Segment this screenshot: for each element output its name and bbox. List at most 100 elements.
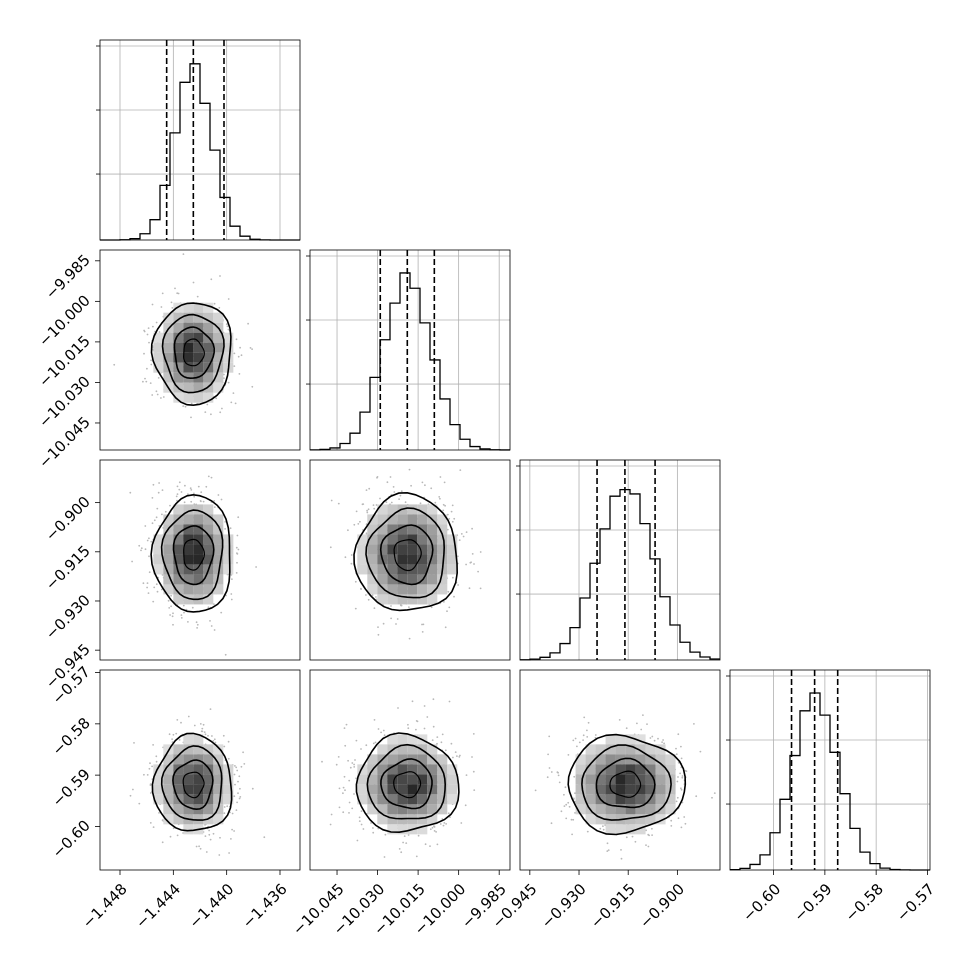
sample-point xyxy=(407,723,409,726)
density-cell xyxy=(387,554,398,565)
density-cell xyxy=(447,554,458,565)
density-cell xyxy=(153,342,164,353)
density-cell xyxy=(595,804,606,815)
sample-point xyxy=(390,501,393,504)
sample-point xyxy=(410,484,412,487)
sample-point xyxy=(383,856,386,858)
density-cell xyxy=(367,544,378,555)
density-cell xyxy=(417,764,428,775)
density-cell xyxy=(203,544,214,555)
sample-point xyxy=(419,502,422,505)
sample-point xyxy=(548,735,551,738)
density-cell xyxy=(213,794,224,805)
sample-point xyxy=(433,830,436,832)
sample-point xyxy=(572,739,575,742)
sample-point xyxy=(145,380,148,383)
density-panel-3-2 xyxy=(519,669,721,871)
sample-point xyxy=(338,787,341,790)
density-panel-1-0 xyxy=(99,249,301,451)
sample-point xyxy=(330,813,333,816)
sample-point xyxy=(155,516,158,519)
density-cell xyxy=(417,534,428,545)
density-cell xyxy=(407,554,418,565)
density-cell xyxy=(417,544,428,555)
sample-point xyxy=(386,481,389,484)
sample-point xyxy=(230,593,233,595)
sample-point xyxy=(459,469,462,471)
density-cell xyxy=(437,584,448,595)
density-cell xyxy=(203,514,214,525)
sample-point xyxy=(436,843,439,846)
density-cell xyxy=(183,352,194,363)
density-cell xyxy=(357,564,368,575)
density-cell xyxy=(427,564,438,575)
sample-point xyxy=(472,733,475,735)
sample-point xyxy=(168,733,171,736)
density-panel-2-0 xyxy=(99,459,301,661)
density-cell xyxy=(153,362,164,373)
sample-point xyxy=(456,555,459,558)
sample-point xyxy=(567,754,570,756)
sample-point xyxy=(199,847,202,850)
sample-point xyxy=(342,786,345,789)
sample-point xyxy=(157,491,160,494)
sample-point xyxy=(390,617,392,620)
sample-point xyxy=(201,727,204,730)
density-cell xyxy=(163,342,174,353)
histogram-steps xyxy=(520,489,720,661)
density-cell xyxy=(447,544,458,555)
sample-point xyxy=(238,797,241,800)
sample-point xyxy=(347,759,349,762)
density-cell xyxy=(213,382,224,393)
sample-point xyxy=(227,381,230,384)
density-cell xyxy=(183,332,194,343)
sample-point xyxy=(129,794,132,797)
sample-point xyxy=(670,825,673,827)
sample-point xyxy=(338,806,341,809)
x-tick-label-2-3: −0.900 xyxy=(636,880,688,932)
density-cell xyxy=(407,584,418,595)
contour-line xyxy=(161,313,225,394)
sample-point xyxy=(677,733,680,736)
sample-point xyxy=(146,586,149,589)
sample-point xyxy=(571,833,573,836)
density-cell xyxy=(377,744,388,755)
sample-point xyxy=(184,405,187,408)
sample-point xyxy=(348,801,351,804)
density-cell xyxy=(417,584,428,595)
sample-point xyxy=(347,529,349,532)
sample-point xyxy=(219,836,221,839)
sample-point xyxy=(233,830,236,832)
sample-point xyxy=(457,584,459,586)
sample-point xyxy=(156,393,159,396)
sample-point xyxy=(169,614,172,616)
sample-point xyxy=(375,504,378,506)
sample-point xyxy=(161,292,164,295)
sample-point xyxy=(233,773,236,776)
density-cell xyxy=(203,352,214,363)
density-cell xyxy=(183,534,194,545)
sample-point xyxy=(574,737,577,740)
sample-point xyxy=(421,631,424,633)
sample-point xyxy=(202,723,205,726)
sample-point xyxy=(572,818,575,821)
sample-point xyxy=(251,787,254,790)
sample-point xyxy=(681,775,684,777)
x-tick-label-3-1: −0.59 xyxy=(790,880,835,925)
sample-point xyxy=(209,708,212,710)
sample-point xyxy=(171,738,174,740)
density-cell xyxy=(427,554,438,565)
sample-point xyxy=(344,556,347,559)
density-cell xyxy=(203,584,214,595)
sample-point xyxy=(156,507,159,510)
sample-point xyxy=(321,760,323,763)
sample-point xyxy=(175,495,178,498)
sample-point xyxy=(583,716,586,719)
density-cell xyxy=(213,332,224,343)
density-cell xyxy=(193,382,204,393)
sample-point xyxy=(587,721,590,724)
density-cell xyxy=(447,774,458,785)
sample-point xyxy=(550,771,553,773)
sample-point xyxy=(176,292,179,295)
sample-point xyxy=(213,506,216,508)
